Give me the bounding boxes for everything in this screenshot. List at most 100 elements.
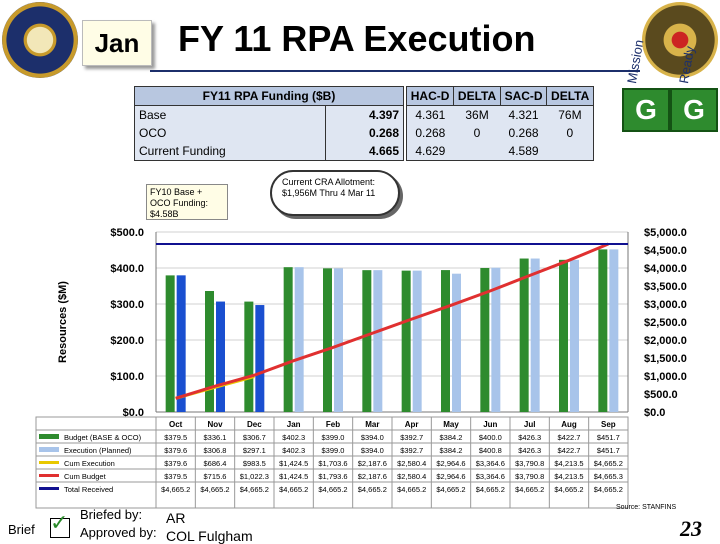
briefed-by-value: AR: [166, 510, 186, 526]
y-tick-label: $200.0: [110, 335, 144, 347]
chart-lines: [156, 242, 628, 400]
brief-checkbox[interactable]: [50, 518, 70, 538]
data-label: $4,665.2: [476, 485, 505, 494]
data-label: $394.0: [361, 433, 384, 442]
y2-tick-label: $1,000.0: [644, 371, 687, 383]
bar-execution: [216, 301, 225, 412]
approved-by-value: COL Fulgham: [166, 528, 253, 544]
y2-tick-label: $2,500.0: [644, 317, 687, 329]
delta-cell: 0.268: [500, 124, 547, 142]
y2-tick-label: $1,500.0: [644, 353, 687, 365]
data-label: $1,424.5: [279, 459, 308, 468]
delta-cell: 76M: [546, 105, 594, 124]
data-label: $4,213.5: [554, 459, 583, 468]
data-label: $379.6: [164, 459, 187, 468]
funding-row-label: Base: [133, 105, 327, 124]
funding-row-value: 4.397: [325, 105, 404, 124]
data-label: $399.0: [322, 433, 345, 442]
data-label: $379.5: [164, 472, 187, 481]
delta-header: DELTA: [546, 86, 594, 106]
y2-tick-label: $5,000.0: [644, 227, 687, 239]
data-label: $4,665.2: [554, 485, 583, 494]
category-label: Dec: [247, 420, 262, 429]
data-label: $451.7: [597, 433, 620, 442]
chart-data-table: Oct Nov Dec Jan Feb Mar Apr May Jun Jul Aug Sep Budg…: [35, 416, 629, 509]
bar-budget: [165, 275, 175, 412]
fy10-funding-callout: FY10 Base + OCO Funding: $4.58B: [146, 184, 228, 220]
army-seal-logo: [2, 2, 78, 78]
y2-tick-label: $500.0: [644, 389, 678, 401]
data-label: $379.5: [164, 433, 187, 442]
category-label: Jun: [483, 420, 497, 429]
y2-tick-label: $4,500.0: [644, 245, 687, 257]
data-table-frame: [35, 416, 629, 509]
page-title: FY 11 RPA Execution: [178, 18, 536, 59]
funding-row-value: 0.268: [325, 124, 404, 142]
data-label: $4,665.2: [515, 485, 544, 494]
data-label: $2,187.6: [358, 472, 387, 481]
bar-budget: [519, 258, 529, 412]
data-label: $306.8: [204, 446, 227, 455]
data-label: $426.3: [518, 446, 541, 455]
data-label: $3,364.6: [476, 472, 505, 481]
legend-label: Cum Budget: [64, 472, 107, 481]
delta-cell: 4.361: [405, 105, 454, 124]
data-label: $451.7: [597, 446, 620, 455]
data-label: $4,213.5: [554, 472, 583, 481]
check-icon: ✓: [50, 510, 69, 535]
source-note: Source: STANFINS: [616, 504, 677, 511]
y-tick-label: $100.0: [110, 371, 144, 383]
bar-execution: [609, 249, 619, 412]
data-label: $4,665.2: [436, 485, 465, 494]
delta-cell: 4.629: [405, 142, 454, 161]
funding-row-value: 4.665: [325, 142, 404, 161]
delta-cell: 0: [453, 124, 501, 142]
y2-tick-label: $3,000.0: [644, 299, 687, 311]
category-label: Jan: [287, 420, 301, 429]
data-label: $2,580.4: [397, 459, 426, 468]
data-label: $394.0: [361, 446, 384, 455]
data-label: $4,665.2: [594, 459, 623, 468]
chart-grid: [156, 231, 628, 413]
delta-cell: 4.589: [500, 142, 547, 161]
bar-execution: [294, 267, 304, 412]
data-label: $4,665.2: [358, 485, 387, 494]
data-label: $336.1: [204, 433, 227, 442]
bar-budget: [283, 267, 293, 412]
data-label: $1,793.6: [318, 472, 347, 481]
approved-by-label: Approved by:: [80, 525, 157, 540]
data-label: $402.3: [282, 446, 305, 455]
y-tick-label: $500.0: [110, 227, 144, 239]
data-label: $4,665.2: [200, 485, 229, 494]
y-axis-label: Resources ($M): [57, 281, 69, 363]
mission-label: Mission: [624, 38, 647, 85]
data-label: $715.6: [204, 472, 227, 481]
month-badge: Jan: [82, 20, 152, 66]
delta-cell: 36M: [453, 105, 501, 124]
data-label: $4,665.2: [397, 485, 426, 494]
data-label: $384.2: [440, 446, 463, 455]
bar-execution: [373, 270, 383, 412]
bar-budget: [362, 270, 372, 412]
bar-execution: [176, 275, 186, 412]
legend-label: Total Received: [64, 485, 113, 494]
command-seal-logo: [642, 2, 718, 78]
data-label: $4,665.3: [594, 472, 623, 481]
data-label: $422.7: [558, 446, 581, 455]
bar-budget: [323, 268, 332, 412]
bar-budget: [244, 301, 254, 412]
data-label: $4,665.2: [240, 485, 269, 494]
data-label: $1,424.5: [279, 472, 308, 481]
data-label: $392.7: [400, 446, 423, 455]
category-label: Apr: [405, 420, 419, 429]
y2-tick-label: $2,000.0: [644, 335, 687, 347]
briefed-by-label: Briefed by:: [80, 507, 143, 522]
data-label: $4,665.2: [594, 485, 623, 494]
rating-badge-1: G: [622, 88, 670, 132]
brief-label: Brief: [8, 522, 35, 537]
cra-allotment-callout: Current CRA Allotment: $1,956M Thru 4 Ma…: [270, 170, 400, 216]
data-label: $2,580.4: [397, 472, 426, 481]
funding-table-header: FY11 RPA Funding ($B): [134, 86, 404, 106]
category-label: Jul: [524, 420, 536, 429]
